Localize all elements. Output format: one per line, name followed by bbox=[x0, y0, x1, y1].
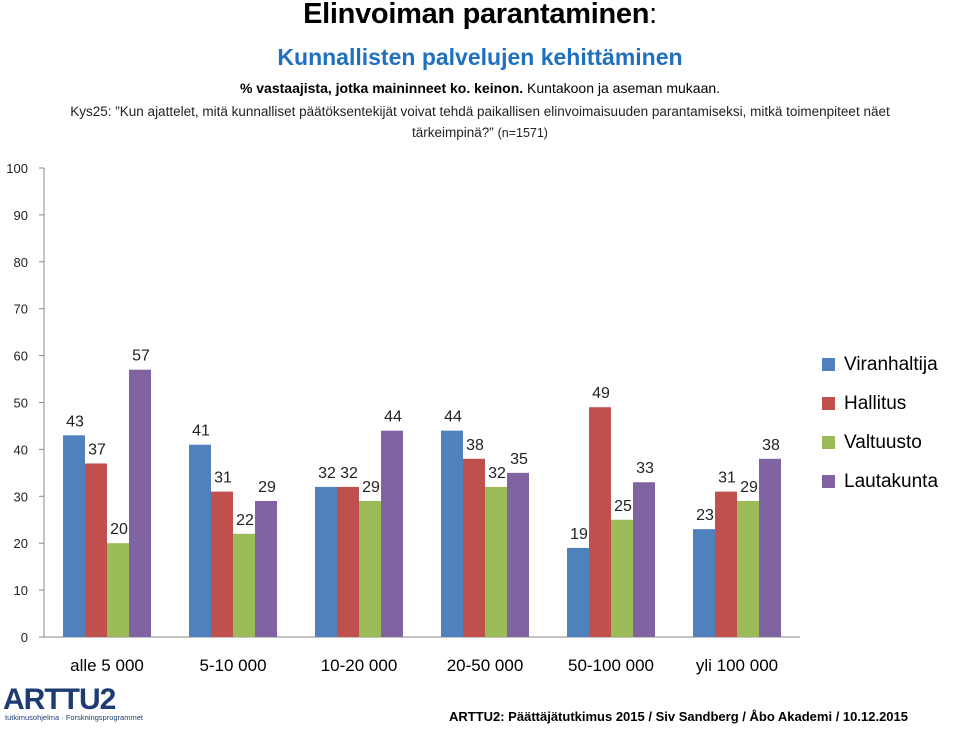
data-label: 29 bbox=[740, 479, 758, 496]
legend-swatch bbox=[822, 475, 835, 488]
y-tick-label: 100 bbox=[6, 161, 28, 176]
y-tick-label: 20 bbox=[14, 536, 28, 551]
data-label: 22 bbox=[236, 512, 254, 529]
y-tick-label: 70 bbox=[14, 302, 28, 317]
chart-note: % vastaajista, jotka maininneet ko. kein… bbox=[0, 80, 960, 96]
legend-swatch bbox=[822, 358, 835, 371]
legend-swatch bbox=[822, 436, 835, 449]
bar bbox=[441, 430, 463, 637]
data-label: 32 bbox=[318, 465, 336, 482]
chart-note-bold: % vastaajista, jotka maininneet ko. kein… bbox=[239, 80, 524, 96]
legend-label: Viranhaltija bbox=[844, 353, 938, 375]
legend-label: Valtuusto bbox=[844, 431, 922, 453]
x-tick-label: alle 5 000 bbox=[70, 656, 144, 675]
y-tick-label: 0 bbox=[21, 630, 28, 645]
data-label: 43 bbox=[66, 413, 84, 430]
arttu2-logo: ARTTU2 tutkimusohjelma · Forskningsprogr… bbox=[3, 682, 148, 724]
chart-title-text: Elinvoiman parantaminen bbox=[303, 0, 650, 30]
bar bbox=[359, 500, 381, 637]
survey-question: Kys25: ”Kun ajattelet, mitä kunnalliset … bbox=[60, 101, 900, 144]
y-tick-label: 50 bbox=[14, 396, 28, 411]
bar bbox=[337, 486, 359, 637]
bar bbox=[759, 458, 781, 637]
y-tick-label: 30 bbox=[14, 489, 28, 504]
data-label: 57 bbox=[132, 348, 150, 365]
x-tick-label: 50-100 000 bbox=[568, 656, 654, 675]
bar bbox=[85, 463, 107, 637]
bar bbox=[255, 500, 277, 637]
bar bbox=[315, 486, 337, 637]
chart-subtitle: Kunnallisten palvelujen kehittäminen bbox=[277, 44, 683, 70]
data-label: 20 bbox=[110, 521, 128, 538]
legend-item: Valtuusto bbox=[822, 423, 938, 462]
y-tick-label: 90 bbox=[14, 208, 28, 223]
legend-label: Lautakunta bbox=[844, 470, 939, 492]
legend-swatch bbox=[822, 397, 835, 410]
y-tick-label: 60 bbox=[14, 349, 28, 364]
bar bbox=[507, 472, 529, 637]
bar bbox=[189, 444, 211, 637]
legend-item: Lautakunta bbox=[822, 462, 938, 501]
bar bbox=[463, 458, 485, 637]
data-label: 37 bbox=[88, 441, 106, 458]
data-label: 31 bbox=[718, 470, 736, 487]
data-label: 32 bbox=[488, 465, 506, 482]
y-tick-label: 80 bbox=[14, 255, 28, 270]
x-tick-label: 10-20 000 bbox=[321, 656, 398, 675]
data-label: 19 bbox=[570, 526, 588, 543]
bar bbox=[589, 407, 611, 637]
data-label: 29 bbox=[258, 479, 276, 496]
logo-tagline: tutkimusohjelma · Forskningsprogrammet bbox=[5, 713, 144, 722]
y-tick-label: 10 bbox=[14, 583, 28, 598]
chart-note-rest: Kuntakoon ja aseman mukaan. bbox=[523, 80, 721, 96]
bar bbox=[633, 482, 655, 637]
legend-item: Hallitus bbox=[822, 384, 938, 423]
data-label: 44 bbox=[384, 409, 402, 426]
data-label: 38 bbox=[466, 437, 484, 454]
bar bbox=[485, 486, 507, 637]
sample-size: (n=1571) bbox=[497, 126, 548, 140]
bar bbox=[129, 369, 151, 637]
bar bbox=[693, 529, 715, 637]
data-label: 32 bbox=[340, 465, 358, 482]
data-label: 33 bbox=[636, 460, 654, 477]
question-text: Kys25: ”Kun ajattelet, mitä kunnalliset … bbox=[70, 104, 890, 140]
bar bbox=[211, 491, 233, 637]
chart-title-colon: : bbox=[649, 0, 657, 30]
bar bbox=[567, 547, 589, 637]
logo-wordmark: ARTTU2 bbox=[3, 683, 116, 716]
data-label: 25 bbox=[614, 498, 632, 515]
data-label: 35 bbox=[510, 451, 528, 468]
y-tick-label: 40 bbox=[14, 442, 28, 457]
chart-legend: Viranhaltija Hallitus Valtuusto Lautakunta bbox=[822, 345, 938, 501]
bar bbox=[737, 500, 759, 637]
bar bbox=[233, 533, 255, 637]
chart-title: Elinvoiman parantaminen: bbox=[0, 0, 960, 31]
data-label: 31 bbox=[214, 470, 232, 487]
data-label: 44 bbox=[444, 409, 462, 426]
data-label: 23 bbox=[696, 507, 714, 524]
bar bbox=[381, 430, 403, 637]
x-tick-label: 20-50 000 bbox=[447, 656, 524, 675]
legend-item: Viranhaltija bbox=[822, 345, 938, 384]
footer-credit: ARTTU2: Päättäjätutkimus 2015 / Siv Sand… bbox=[448, 709, 908, 724]
data-label: 49 bbox=[592, 385, 610, 402]
bar bbox=[611, 519, 633, 637]
bar bbox=[715, 491, 737, 637]
data-label: 29 bbox=[362, 479, 380, 496]
data-label: 38 bbox=[762, 437, 780, 454]
x-tick-label: 5-10 000 bbox=[199, 656, 266, 675]
x-tick-label: yli 100 000 bbox=[696, 656, 778, 675]
bar bbox=[107, 543, 129, 637]
legend-label: Hallitus bbox=[844, 392, 907, 414]
bar bbox=[63, 435, 85, 637]
data-label: 41 bbox=[192, 423, 210, 440]
